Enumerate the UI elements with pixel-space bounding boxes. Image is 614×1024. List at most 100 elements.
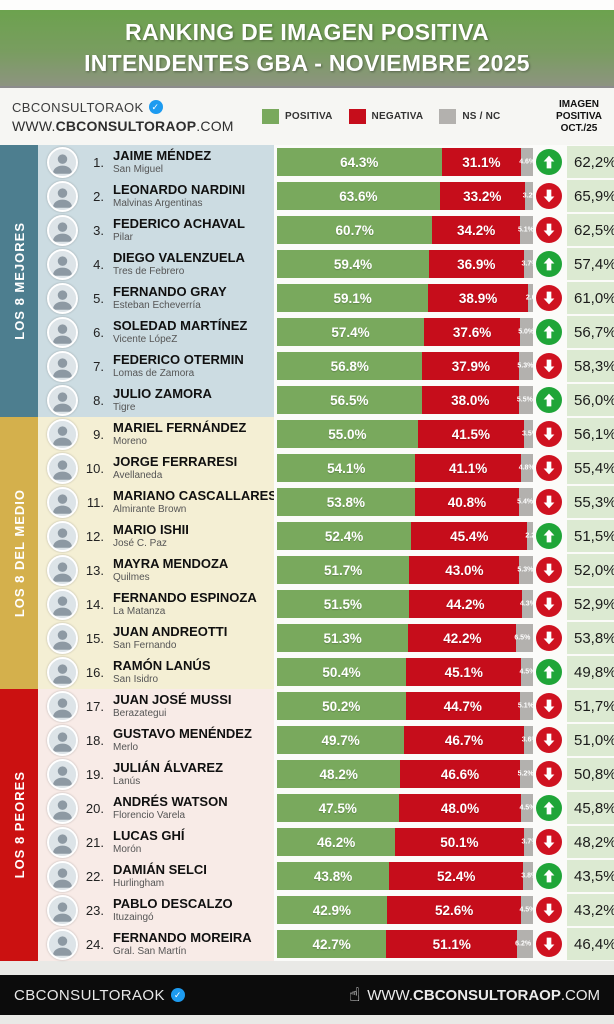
ranking-row: 17. JUAN JOSÉ MUSSI Berazategui 50.2% 44.7% 5… [38,689,614,723]
trend-down-icon [536,761,562,787]
bar-segment-negativa: 40.8% [414,488,520,516]
trend-down-icon [536,931,562,957]
mayor-name: FEDERICO OTERMIN [113,352,244,368]
mayor-name: MARIO ISHII [113,522,189,538]
stacked-bar: 52.4% 45.4% 2.2% [277,522,541,550]
bar-segment-negativa: 43.0% [409,556,520,584]
mayor-name: LEONARDO NARDINI [113,182,246,198]
nsnc-value: 3.7% [521,260,538,268]
stacked-bar: 51.7% 43.0% 5.3% [277,556,533,584]
mayor-avatar [47,894,78,926]
bar-segment-negativa: 46.7% [404,726,524,754]
nsnc-value: 3.8% [521,872,538,880]
footer-url-domain: CBCONSULTORAOP [413,986,561,1004]
district-name: San Fernando [113,639,177,651]
bar-segment-negativa: 36.9% [429,250,524,278]
footer-url-suffix: .COM [560,986,600,1004]
ranking-body: LOS 8 MEJORES 1. JAIME MÉNDEZ San Miguel 64.… [0,145,614,961]
rank-number: 20. [85,800,104,816]
oct-value-cell: 55,3% [567,486,614,518]
oct-header-line-3: OCT./25 [560,122,598,134]
bar-segment-negativa: 52.4% [389,862,524,890]
rank-number: 7. [93,358,104,374]
oct-value-cell: 61,0% [567,282,614,314]
stacked-bar: 56.8% 37.9% 5.3% [277,352,533,380]
mayor-name: ANDRÉS WATSON [113,794,228,810]
rank-number: 23. [85,902,104,918]
ranking-row: 11. MARIANO CASCALLARES Almirante Brown 53.… [38,485,614,519]
oct-value-cell: 62,2% [567,146,614,178]
name-box: DAMIÁN SELCI Hurlingham [113,863,207,889]
rank-number: 15. [85,630,104,646]
mayor-name: MARIANO CASCALLARES [113,488,277,504]
district-name: Gral. San Martín [113,945,187,957]
trend-up-icon [536,659,562,685]
ranking-row: 16. RAMÓN LANÚS San Isidro 50.4% 45.1% 4.5% 49… [38,655,614,689]
bar-segment-nsnc: 6.2% [515,930,533,958]
page-title-line-1: RANKING DE IMAGEN POSITIVA [125,18,489,45]
bar-segment-nsnc: 2.2% [525,522,541,550]
name-box: LUCAS GHÍ Morón [113,829,185,855]
ranking-row: 21. LUCAS GHÍ Morón 46.2% 50.1% 3.7% 48,2% [38,825,614,859]
oct-value-cell: 43,5% [567,860,614,892]
trend-down-icon [536,591,562,617]
mayor-name: FERNANDO GRAY [113,284,227,300]
footer-url-text: WWW.CBCONSULTORAOP.COM [367,987,600,1004]
district-name: Tigre [113,401,136,413]
district-name: Hurlingham [113,877,165,889]
district-name: Moreno [113,435,147,447]
bar-segment-nsnc: 3.2% [523,182,539,210]
footer-url-link[interactable]: ☝ WWW.CBCONSULTORAOP.COM [349,986,600,1005]
bar-segment-negativa: 44.2% [408,590,522,618]
bar-segment-negativa: 44.7% [405,692,520,720]
ranking-row: 19. JULIÁN ÁLVAREZ Lanús 48.2% 46.6% 5.2% 50,8… [38,757,614,791]
oct-value-cell: 52,0% [567,554,614,586]
section-rows-mejores: 1. JAIME MÉNDEZ San Miguel 64.3% 31.1% 4.6% 62… [38,145,614,417]
oct-column-header: IMAGEN POSITIVA OCT./25 [548,99,614,135]
oct-value-cell: 53,8% [567,622,614,654]
rank-number: 8. [93,392,104,408]
brand-url-domain: CBCONSULTORAOP [55,117,197,134]
bar-segment-positiva: 60.7% [277,216,433,244]
oct-value-cell: 55,4% [567,452,614,484]
bar-segment-positiva: 47.5% [277,794,399,822]
rank-number: 9. [93,426,104,442]
bar-segment-negativa: 31.1% [441,148,522,176]
district-name: Almirante Brown [113,503,187,515]
name-box: FEDERICO ACHAVAL Pilar [113,217,245,243]
name-box: FEDERICO OTERMIN Lomas de Zamora [113,353,244,379]
brand-url-link[interactable]: WWW.CBCONSULTORAOP.COM [12,118,262,134]
section-rows-peores: 17. JUAN JOSÉ MUSSI Berazategui 50.2% 44.7% 5… [38,689,614,961]
nsnc-value: 3.7% [521,838,538,846]
bar-segment-positiva: 59.4% [277,250,430,278]
nsnc-value: 5.0% [518,328,535,336]
mayor-avatar [47,316,78,348]
bar-segment-positiva: 59.1% [277,284,429,312]
oct-value-cell: 51,7% [567,690,614,722]
name-box: JULIO ZAMORA Tigre [113,387,212,413]
bar-segment-positiva: 42.7% [277,930,387,958]
name-box: JAIME MÉNDEZ San Miguel [113,149,211,175]
trend-up-icon [536,387,562,413]
mayor-avatar [47,860,78,892]
bar-segment-negativa: 48.0% [398,794,522,822]
stacked-bar: 60.7% 34.2% 5.1% [277,216,534,244]
oct-value-cell: 46,4% [567,928,614,960]
bar-segment-negativa: 38.0% [421,386,519,414]
oct-value-cell: 49,8% [567,656,614,688]
subheader: CBCONSULTORAOK ✓ WWW.CBCONSULTORAOP.COM … [0,88,614,145]
trend-down-icon [536,217,562,243]
hand-click-icon: ☝ [348,984,361,1006]
bar-segment-positiva: 56.8% [277,352,423,380]
trend-down-icon [536,829,562,855]
bar-segment-positiva: 43.8% [277,862,390,890]
bar-segment-positiva: 57.4% [277,318,424,346]
bar-segment-nsnc: 3.7% [522,828,537,856]
ranking-row: 13. MAYRA MENDOZA Quilmes 51.7% 43.0% 5.3% 52,… [38,553,614,587]
ranking-row: 10. JORGE FERRARESI Avellaneda 54.1% 41.1% 4.… [38,451,614,485]
mayor-avatar [47,826,78,858]
trend-down-icon [536,183,562,209]
mayor-name: SOLEDAD MARTÍNEZ [113,318,248,334]
mayor-name: JULIÁN ÁLVAREZ [113,760,224,776]
nsnc-value: 3.6% [521,736,538,744]
